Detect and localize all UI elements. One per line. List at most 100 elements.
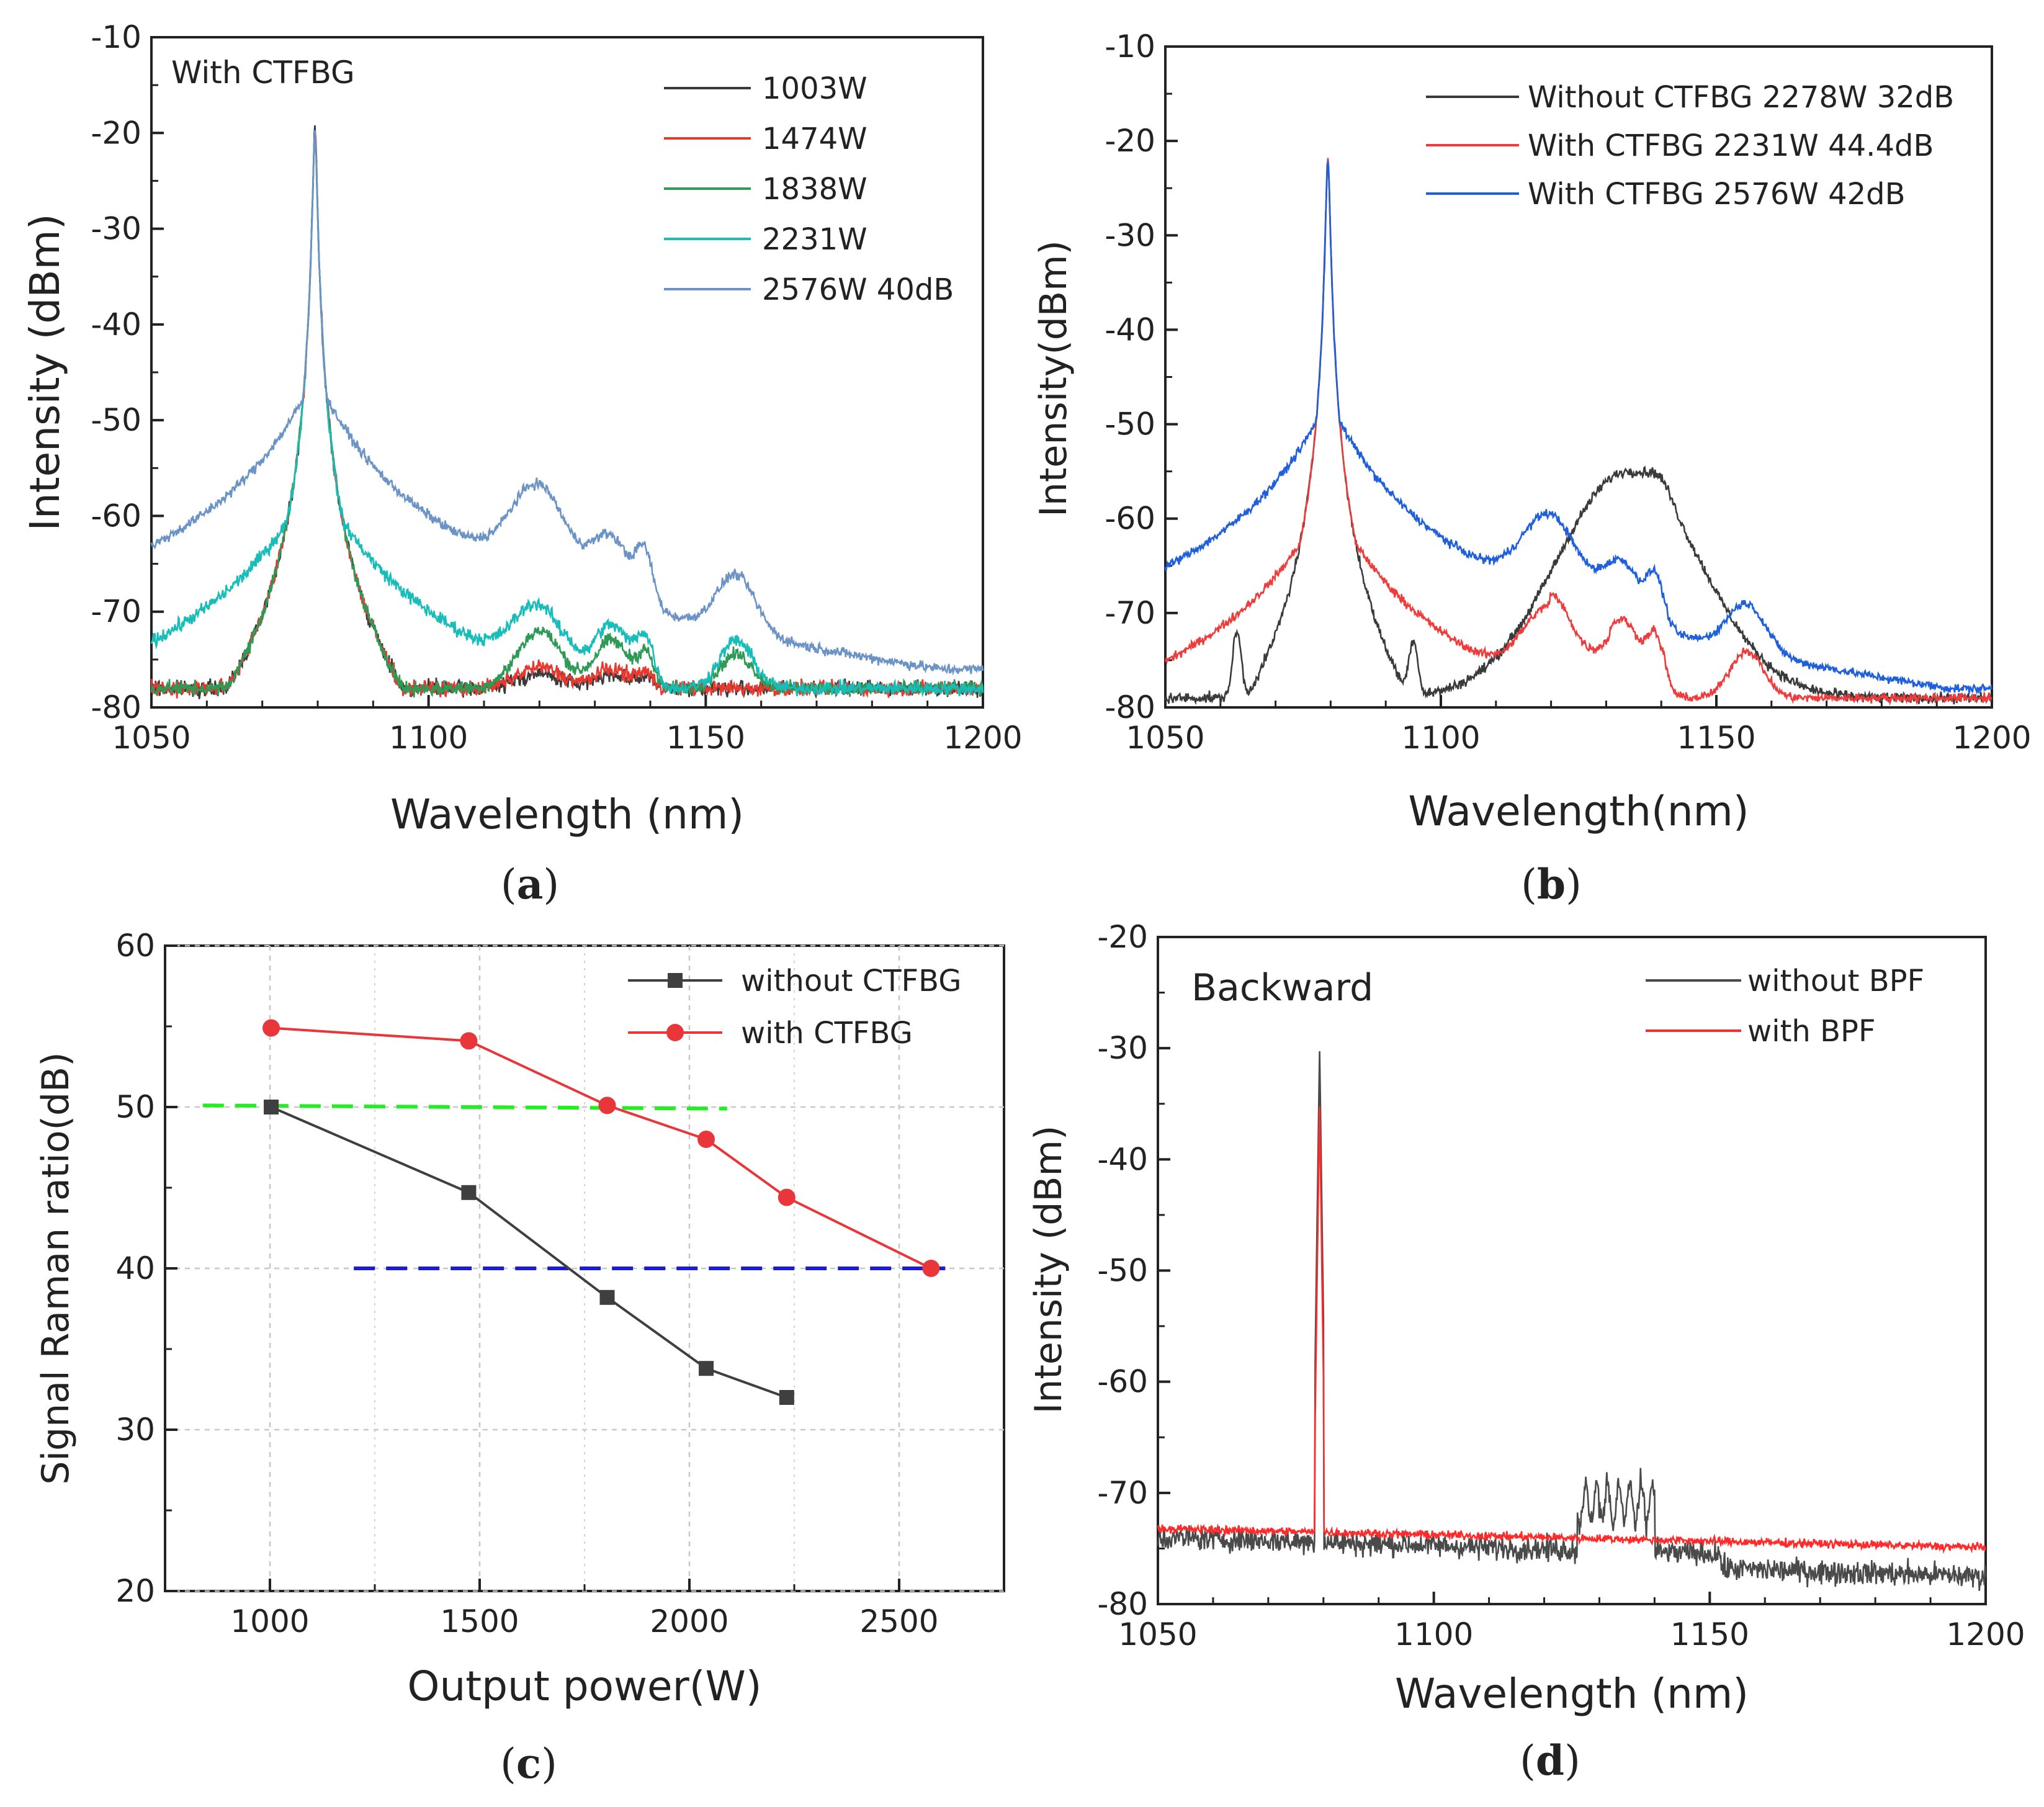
x-tick-label: 1150 — [666, 720, 745, 756]
x-tick-label: 1500 — [440, 1603, 519, 1639]
y-tick-label: -70 — [91, 594, 141, 630]
x-tick-label: 1200 — [1946, 1616, 2025, 1652]
reference-lines-c — [202, 1103, 946, 1270]
data-point-circle — [598, 1096, 616, 1114]
y-tick-label: 60 — [115, 928, 155, 964]
legend-label: without BPF — [1747, 964, 1924, 998]
data-point-circle — [922, 1260, 940, 1277]
y-tick-label: -60 — [1097, 1364, 1148, 1400]
panel-a: 1050 1100 1150 1200 -80 -70 -60 -50 -40 -30 -20 -10… — [21, 19, 1023, 908]
y-tick-label: 20 — [115, 1573, 155, 1609]
tick-labels-b: 1050 1100 1150 1200 -80 -70 -60 -50 -40 -30 -20 -10 — [1105, 29, 2031, 756]
y-tick-label: -80 — [1097, 1586, 1148, 1622]
data-point-square — [668, 973, 683, 988]
legend-label: with BPF — [1747, 1014, 1876, 1049]
x-tick-label: 1050 — [1118, 1616, 1197, 1652]
y-axis-label-d: Intensity (dBm) — [1027, 1126, 1070, 1414]
tick-labels-d: 1050 1100 1150 1200 -80 -70 -60 -50 -40 -30 -20 — [1097, 919, 2025, 1652]
y-tick-label: -60 — [1105, 501, 1155, 537]
y-tick-label: -80 — [1105, 689, 1155, 725]
legend-label: 1838W — [762, 172, 867, 207]
axis-ticks-d — [1157, 936, 1987, 1605]
series-line — [1164, 158, 1992, 706]
data-point-circle — [666, 1024, 684, 1041]
caption-b: (b) — [1521, 860, 1582, 908]
series-line — [150, 132, 984, 699]
caption-c: (c) — [500, 1739, 557, 1788]
x-tick-label: 2500 — [859, 1603, 938, 1639]
y-tick-label: -60 — [91, 498, 141, 534]
legend-label: 2231W — [762, 222, 867, 257]
tick-labels-a: 1050 1100 1150 1200 -80 -70 -60 -50 -40 -30 -20 -10 — [91, 19, 1022, 756]
y-tick-label: -20 — [1105, 123, 1155, 159]
x-tick-label: 1000 — [230, 1603, 309, 1639]
legend-b: Without CTFBG 2278W 32dB With CTFBG 2231W… — [1426, 80, 1954, 212]
annotation-with-ctfbg: With CTFBG — [171, 55, 355, 91]
legend-c: without CTFBG with CTFBG — [628, 964, 961, 1051]
series-line — [1164, 160, 1993, 696]
series-line — [150, 137, 984, 697]
data-point-square — [461, 1185, 477, 1200]
legend-label: With CTFBG 2576W 42dB — [1528, 177, 1906, 212]
caption-a-letter: a — [517, 860, 544, 908]
y-tick-label: -80 — [91, 689, 141, 725]
x-tick-label: 1050 — [112, 720, 191, 756]
caption-c-letter: c — [516, 1739, 541, 1788]
y-tick-label: 30 — [115, 1412, 155, 1448]
x-tick-label: 1100 — [1401, 720, 1480, 756]
data-point-square — [264, 1100, 279, 1114]
x-axis-label-b: Wavelength(nm) — [1408, 787, 1749, 835]
axis-ticks-a — [150, 36, 984, 709]
y-tick-label: 50 — [115, 1089, 155, 1125]
series-line — [150, 131, 984, 697]
data-point-circle — [262, 1019, 280, 1037]
y-tick-label: -20 — [91, 115, 141, 151]
series-line — [1164, 159, 1993, 706]
legend-label: without CTFBG — [741, 964, 961, 998]
x-tick-label: 1150 — [1670, 1616, 1749, 1652]
x-tick-label: 2000 — [650, 1603, 728, 1639]
legend-a: 1003W 1474W 1838W 2231W 2576W 40dB — [664, 71, 954, 307]
y-axis-label-c: Signal Raman ratio(dB) — [34, 1052, 78, 1484]
series-a — [150, 125, 984, 699]
series-line — [1157, 1051, 1987, 1591]
legend-label: 1003W — [762, 71, 867, 106]
series-line — [271, 1106, 787, 1399]
data-point-circle — [778, 1188, 796, 1206]
x-axis-label-c: Output power(W) — [408, 1662, 762, 1710]
x-tick-label: 1100 — [389, 720, 468, 756]
data-point-circle — [697, 1131, 715, 1148]
legend-label: 1474W — [762, 122, 867, 156]
y-tick-label: -20 — [1097, 919, 1148, 955]
legend-d: without BPF with BPF — [1646, 964, 1924, 1049]
series-b — [1164, 158, 1993, 706]
x-axis-label-d: Wavelength (nm) — [1395, 1670, 1749, 1718]
data-point-square — [779, 1390, 794, 1405]
panel-d: 1050 1100 1150 1200 -80 -70 -60 -50 -40 -30 -20 Ba… — [1027, 919, 2025, 1785]
legend-label: 2576W 40dB — [762, 272, 954, 307]
x-tick-label: 1200 — [1952, 720, 2031, 756]
caption-d-letter: d — [1536, 1736, 1564, 1785]
x-tick-label: 1150 — [1677, 720, 1755, 756]
y-tick-label: -10 — [91, 19, 141, 55]
series-line — [1157, 1106, 1987, 1554]
panel-b: 1050 1100 1150 1200 -80 -70 -60 -50 -40 -30 -20 -10… — [1032, 29, 2032, 908]
reference-line — [202, 1103, 727, 1111]
x-tick-label: 1100 — [1394, 1616, 1473, 1652]
y-tick-label: -50 — [1105, 406, 1155, 442]
series-c — [262, 1019, 940, 1405]
x-tick-label: 1200 — [943, 720, 1022, 756]
panel-c: 1000 1500 2000 2500 20 30 40 50 60 without CTFBG… — [34, 928, 1005, 1788]
data-point-square — [699, 1361, 714, 1376]
series-line — [271, 1026, 932, 1270]
legend-label: with CTFBG — [741, 1016, 913, 1051]
data-point-circle — [460, 1032, 478, 1050]
y-tick-label: -40 — [1097, 1141, 1148, 1177]
y-tick-label: 40 — [115, 1250, 155, 1286]
series-line — [150, 130, 984, 676]
axis-ticks-c — [164, 944, 1005, 1592]
y-axis-label-a: Intensity (dBm) — [21, 213, 69, 531]
y-tick-label: -10 — [1105, 29, 1155, 65]
y-axis-label-b: Intensity(dBm) — [1032, 240, 1075, 517]
